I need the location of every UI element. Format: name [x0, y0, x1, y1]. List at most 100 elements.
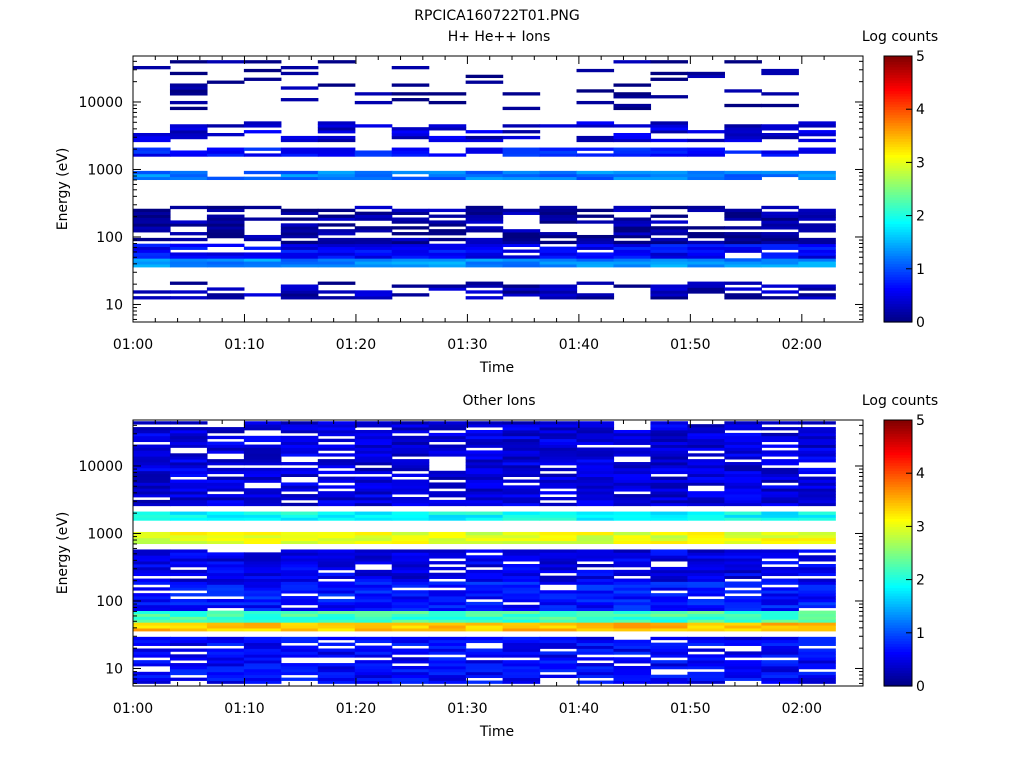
spectrogram-cell	[354, 636, 393, 641]
colorbar-swatch	[884, 630, 912, 634]
spectrogram-cell	[354, 462, 393, 466]
spectrogram-cell	[280, 651, 319, 655]
colorbar-swatch	[884, 311, 912, 315]
spectrogram-cell	[761, 677, 799, 681]
spectrogram-cell	[687, 473, 725, 477]
y-tick-label: 100	[96, 594, 123, 610]
spectrogram-cell	[613, 205, 652, 210]
spectrogram-cell	[761, 581, 799, 585]
colorbar-swatch	[884, 298, 912, 302]
spectrogram-cell	[391, 499, 430, 504]
spectrogram-cell	[206, 517, 245, 521]
spectrogram-cell	[243, 534, 282, 539]
spectrogram-cell	[317, 584, 356, 588]
spectrogram-cell	[280, 258, 319, 262]
spectrogram-cell	[465, 173, 504, 178]
panel-title: H+ He++ Ions	[448, 29, 551, 45]
colorbar-swatch	[884, 600, 912, 605]
spectrogram-cell	[354, 226, 393, 230]
spectrogram-cell	[317, 476, 356, 480]
spectrogram-cell	[354, 569, 393, 574]
spectrogram-cell	[280, 246, 319, 250]
colorbar-swatch	[884, 231, 912, 235]
spectrogram-cell	[428, 287, 467, 291]
spectrogram-cell	[761, 470, 799, 475]
spectrogram-cell	[280, 485, 319, 489]
spectrogram-cell	[539, 429, 578, 434]
spectrogram-cell	[465, 619, 504, 623]
spectrogram-cell	[354, 249, 393, 253]
spectrogram-cell	[206, 60, 245, 64]
spectrogram-cell	[613, 438, 652, 443]
spectrogram-cell	[317, 217, 356, 221]
spectrogram-cell	[724, 214, 762, 218]
colorbar-swatch	[884, 300, 912, 304]
spectrogram-cell	[354, 561, 393, 565]
spectrogram-cell	[206, 601, 245, 606]
spectrogram-cell	[428, 596, 467, 600]
spectrogram-cell	[280, 234, 319, 239]
spectrogram-cell	[428, 432, 467, 437]
spectrogram-cell	[169, 628, 208, 632]
spectrogram-cell	[317, 243, 356, 248]
spectrogram-cell	[761, 240, 799, 245]
colorbar-swatch	[884, 640, 912, 645]
spectrogram-cell	[539, 467, 578, 472]
spectrogram-cell	[391, 284, 430, 288]
spectrogram-cell	[687, 482, 725, 486]
spectrogram-cell	[724, 654, 762, 658]
spectrogram-cell	[354, 593, 393, 597]
spectrogram-cell	[576, 429, 615, 434]
spectrogram-cell	[613, 581, 652, 585]
spectrogram-cell	[354, 441, 393, 445]
spectrogram-cell	[502, 258, 541, 262]
spectrogram-cell	[317, 561, 356, 565]
spectrogram-cell	[650, 456, 689, 460]
spectrogram-cell	[502, 558, 541, 562]
spectrogram-cell	[243, 561, 282, 565]
spectrogram-cell	[354, 575, 393, 579]
x-tick-label: 01:40	[559, 701, 599, 717]
spectrogram-cell	[317, 83, 356, 87]
spectrogram-cell	[206, 499, 245, 504]
colorbar-swatch	[884, 93, 912, 97]
spectrogram-cell	[724, 456, 762, 460]
spectrogram-cell	[761, 127, 799, 131]
spectrogram-cell	[761, 173, 799, 178]
spectrogram-cell	[169, 581, 208, 585]
spectrogram-cell	[317, 575, 356, 579]
spectrogram-cell	[354, 651, 393, 655]
spectrogram-cell	[280, 555, 319, 559]
spectrogram-cell	[761, 552, 799, 556]
spectrogram-cell	[317, 625, 356, 629]
spectrogram-cell	[317, 438, 356, 443]
colorbar-swatch	[884, 109, 912, 113]
spectrogram-cell	[502, 470, 541, 475]
spectrogram-cell	[650, 147, 689, 151]
spectrogram-cell	[613, 558, 652, 562]
spectrogram-cell	[391, 464, 430, 469]
spectrogram-cell	[798, 432, 836, 437]
spectrogram-cell	[428, 552, 467, 556]
colorbar-swatch	[884, 122, 912, 126]
spectrogram-cell	[650, 660, 689, 664]
spectrogram-cell	[576, 456, 615, 460]
spectrogram-cell	[613, 561, 652, 565]
spectrogram-cell	[465, 281, 504, 285]
spectrogram-cell	[317, 229, 356, 233]
spectrogram-cell	[391, 453, 430, 457]
spectrogram-cell	[613, 229, 652, 233]
colorbar-swatch	[884, 69, 912, 73]
spectrogram-cell	[539, 211, 578, 215]
spectrogram-cell	[465, 517, 504, 521]
spectrogram-cell	[169, 593, 208, 597]
spectrogram-cell	[687, 642, 725, 646]
spectrogram-cell	[317, 138, 356, 143]
spectrogram-cell	[576, 569, 615, 574]
spectrogram-cell	[724, 176, 762, 181]
spectrogram-cell	[354, 488, 393, 492]
spectrogram-cell	[613, 537, 652, 542]
spectrogram-cell	[798, 447, 836, 451]
spectrogram-cell	[761, 453, 799, 457]
spectrogram-cell	[724, 575, 762, 579]
